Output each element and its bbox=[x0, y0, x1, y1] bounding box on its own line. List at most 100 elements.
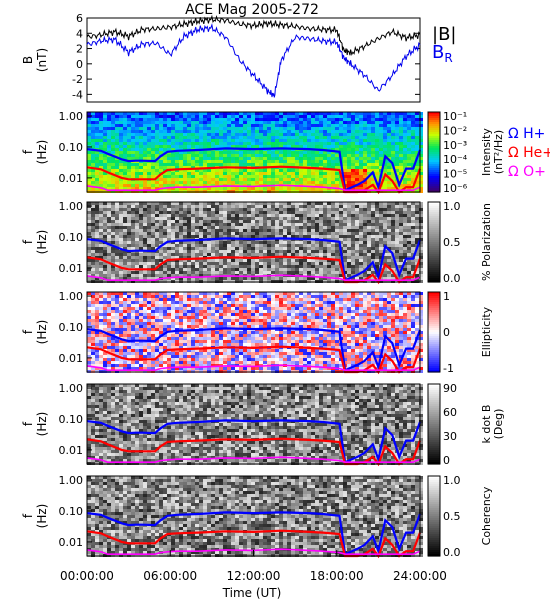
spectrogram-cell bbox=[179, 277, 183, 280]
spectrogram-cell bbox=[183, 157, 187, 160]
spectrogram-cell bbox=[155, 253, 159, 256]
spectrogram-cell bbox=[99, 298, 103, 301]
spectrogram-cell bbox=[303, 115, 307, 118]
spectrogram-cell bbox=[111, 148, 115, 151]
spectrogram-cell bbox=[335, 112, 339, 115]
spectrogram-cell bbox=[159, 175, 163, 178]
spectrogram-cell bbox=[239, 124, 243, 127]
spectrogram-cell bbox=[227, 202, 231, 205]
colorbar-cell bbox=[428, 190, 440, 193]
spectrogram-cell bbox=[359, 142, 363, 145]
spectrogram-cell bbox=[179, 172, 183, 175]
spectrogram-cell bbox=[415, 133, 419, 136]
spectrogram-cell bbox=[247, 160, 251, 163]
spectrogram-cell bbox=[231, 220, 235, 223]
spectrogram-cell bbox=[399, 160, 403, 163]
spectrogram-cell bbox=[211, 136, 215, 139]
spectrogram-cell bbox=[211, 139, 215, 142]
spectrogram-cell bbox=[315, 241, 319, 244]
spectrogram-cell bbox=[203, 178, 207, 181]
spectrogram-cell bbox=[355, 277, 359, 280]
spectrogram-cell bbox=[163, 256, 167, 259]
spectrogram-cell bbox=[135, 172, 139, 175]
spectrogram-cell bbox=[351, 271, 355, 274]
spectrogram-cell bbox=[355, 298, 359, 301]
spectrogram-cell bbox=[307, 145, 311, 148]
spectrogram-cell bbox=[419, 112, 423, 115]
spectrogram-cell bbox=[267, 235, 271, 238]
spectrogram-cell bbox=[267, 157, 271, 160]
spectrogram-cell bbox=[163, 166, 167, 169]
spectrogram-cell bbox=[147, 214, 151, 217]
spectrogram-cell bbox=[383, 184, 387, 187]
spectrogram-cell bbox=[195, 220, 199, 223]
spectrogram-cell bbox=[135, 118, 139, 121]
spectrogram-cell bbox=[303, 295, 307, 298]
spectrogram-cell bbox=[227, 250, 231, 253]
spectrogram-cell bbox=[155, 223, 159, 226]
spectrogram-cell bbox=[163, 217, 167, 220]
spectrogram-cell bbox=[175, 295, 179, 298]
spectrogram-cell bbox=[155, 262, 159, 265]
spectrogram-cell bbox=[115, 262, 119, 265]
spectrogram-cell bbox=[411, 127, 415, 130]
spectrogram-cell bbox=[351, 163, 355, 166]
spectrogram-cell bbox=[255, 133, 259, 136]
spectrogram-cell bbox=[103, 244, 107, 247]
spectrogram-cell bbox=[311, 292, 315, 295]
spectrogram-cell bbox=[283, 121, 287, 124]
spectrogram-cell bbox=[403, 238, 407, 241]
spectrogram-cell bbox=[387, 187, 391, 190]
spectrogram-cell bbox=[295, 259, 299, 262]
gyrofrequency-line bbox=[86, 274, 421, 282]
spectrogram-cell bbox=[187, 157, 191, 160]
spectrogram-cell bbox=[343, 172, 347, 175]
spectrogram-cell bbox=[175, 175, 179, 178]
spectrogram-cell bbox=[139, 229, 143, 232]
spectrogram-cell bbox=[99, 262, 103, 265]
spectrogram-cell bbox=[143, 187, 147, 190]
spectrogram-cell bbox=[235, 205, 239, 208]
spectrogram-cell bbox=[163, 223, 167, 226]
spectrogram-cell bbox=[255, 157, 259, 160]
spectrogram-cell bbox=[331, 235, 335, 238]
spectrogram-cell bbox=[111, 238, 115, 241]
spectrogram-cell bbox=[187, 115, 191, 118]
spectrogram-cell bbox=[163, 184, 167, 187]
spectrogram-cell bbox=[107, 121, 111, 124]
spectrogram-cell bbox=[327, 229, 331, 232]
spectrogram-cell bbox=[215, 226, 219, 229]
spectrogram-cell bbox=[151, 115, 155, 118]
spectrogram-cell bbox=[235, 250, 239, 253]
spectrogram-cell bbox=[271, 205, 275, 208]
spectrogram-cell bbox=[419, 223, 423, 226]
spectrogram-cell bbox=[379, 220, 383, 223]
spectrogram-cell bbox=[319, 139, 323, 142]
spectrogram-cell bbox=[319, 277, 323, 280]
spectrogram-cell bbox=[287, 112, 291, 115]
spectrogram-cell bbox=[103, 112, 107, 115]
spectrogram-cell bbox=[335, 208, 339, 211]
spectrogram-cell bbox=[323, 157, 327, 160]
spectrogram-cell bbox=[291, 292, 295, 295]
spectrogram-cell bbox=[391, 178, 395, 181]
spectrogram-cell bbox=[111, 241, 115, 244]
spectrogram-cell bbox=[387, 256, 391, 259]
spectrogram-cell bbox=[87, 142, 91, 145]
spectrogram-cell bbox=[351, 139, 355, 142]
spectrogram-cell bbox=[295, 187, 299, 190]
spectrogram-cell bbox=[319, 142, 323, 145]
spectrogram-cell bbox=[371, 229, 375, 232]
spectrogram-cell bbox=[291, 121, 295, 124]
spectrogram-cell bbox=[335, 292, 339, 295]
spectrogram-cell bbox=[375, 229, 379, 232]
spectrogram-cell bbox=[195, 178, 199, 181]
spectrogram-cell bbox=[403, 130, 407, 133]
spectrogram-cell bbox=[315, 124, 319, 127]
spectrogram-cell bbox=[331, 148, 335, 151]
spectrogram-cell bbox=[307, 208, 311, 211]
spectrogram-cell bbox=[283, 250, 287, 253]
spectrogram-cell bbox=[419, 181, 423, 184]
spectrogram-cell bbox=[267, 142, 271, 145]
spectrogram-cell bbox=[135, 226, 139, 229]
